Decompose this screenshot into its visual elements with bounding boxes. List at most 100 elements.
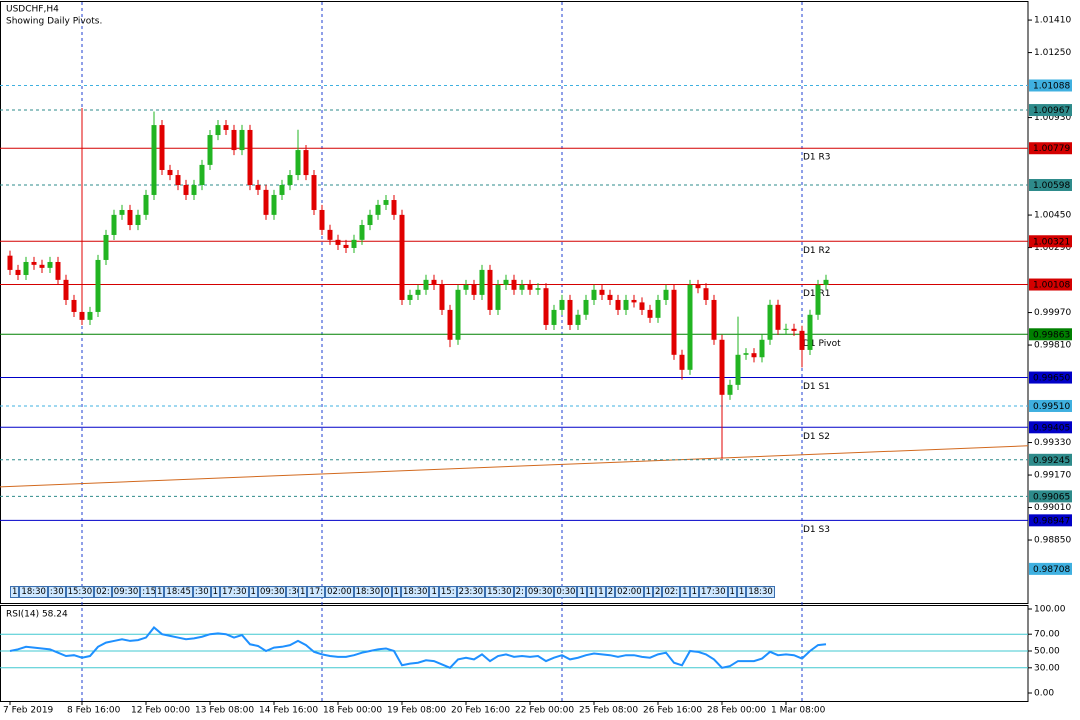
x-tick-label: 25 Feb 08:00 bbox=[579, 706, 638, 716]
candle-body bbox=[791, 328, 797, 331]
candle-body bbox=[63, 279, 69, 300]
event-marker: 15:30 bbox=[65, 586, 95, 598]
candle-body bbox=[703, 288, 709, 300]
level-label: 0.98947 bbox=[1033, 516, 1070, 526]
candle-body bbox=[287, 175, 293, 186]
event-marker: 18:30 bbox=[400, 586, 430, 598]
candle-body bbox=[359, 225, 365, 240]
candle-body bbox=[7, 255, 13, 270]
event-marker: 15:30 bbox=[485, 586, 514, 598]
candle-body bbox=[351, 239, 357, 248]
event-marker: 02:00 bbox=[615, 586, 644, 598]
event-group: 1 18:30:30 15:30 02: 09:30:15 bbox=[10, 586, 158, 598]
event-marker: 17:30 bbox=[220, 586, 249, 598]
level-name: D1 R2 bbox=[803, 246, 831, 256]
rsi-frame bbox=[0, 605, 1029, 702]
event-marker: 1 bbox=[577, 586, 587, 598]
candle-body bbox=[71, 299, 77, 312]
rsi-tick-label: 0.00 bbox=[1034, 689, 1054, 699]
rsi-label: RSI(14) 58.24 bbox=[6, 610, 68, 620]
y-tick-label: 0.99970 bbox=[1034, 308, 1071, 318]
chart-title: USDCHF,H4 bbox=[6, 5, 59, 15]
candle-body bbox=[39, 264, 45, 268]
candle-body bbox=[327, 229, 333, 240]
level-label: 1.00967 bbox=[1033, 106, 1070, 116]
x-tick-label: 8 Feb 16:00 bbox=[67, 706, 121, 716]
level-name: D1 S2 bbox=[803, 432, 830, 442]
candle-body bbox=[631, 299, 637, 303]
candle-body bbox=[223, 125, 229, 130]
event-marker: 18:30 bbox=[19, 586, 48, 598]
candle-body bbox=[759, 339, 765, 358]
candle-body bbox=[783, 328, 789, 330]
event-marker: 17: bbox=[307, 586, 326, 598]
event-marker: 15: bbox=[438, 586, 457, 598]
candle-body bbox=[743, 353, 749, 355]
y-tick-label: 1.00450 bbox=[1034, 211, 1071, 221]
event-marker: 18:30 bbox=[746, 586, 775, 598]
candle-body bbox=[111, 214, 117, 235]
candle-body bbox=[191, 185, 197, 195]
candle-body bbox=[463, 284, 469, 290]
candle-body bbox=[119, 209, 125, 215]
candle-body bbox=[535, 288, 541, 290]
candle-body bbox=[663, 289, 669, 300]
x-tick-label: 19 Feb 08:00 bbox=[387, 706, 446, 716]
candle-body bbox=[199, 164, 205, 186]
candle-body bbox=[719, 339, 725, 395]
candle-body bbox=[519, 284, 525, 290]
event-marker: 1 bbox=[596, 586, 606, 598]
candle-body bbox=[447, 309, 453, 340]
x-tick-label: 14 Feb 16:00 bbox=[259, 706, 318, 716]
level-label-box bbox=[1029, 514, 1072, 527]
level-label: 0.99245 bbox=[1033, 456, 1070, 466]
event-marker: 1 bbox=[586, 586, 597, 598]
event-marker: 09:30 bbox=[257, 586, 287, 598]
candle-body bbox=[623, 299, 629, 310]
candle-body bbox=[271, 194, 277, 215]
candle-body bbox=[567, 299, 573, 325]
level-name: D1 S1 bbox=[803, 382, 830, 392]
candle-body bbox=[143, 194, 149, 215]
candle-body bbox=[751, 353, 757, 358]
candle-body bbox=[543, 288, 549, 325]
event-marker: 1 bbox=[155, 586, 165, 598]
candle-body bbox=[263, 189, 269, 215]
level-label: 0.99065 bbox=[1033, 492, 1070, 502]
candle-body bbox=[319, 209, 325, 230]
candle-body bbox=[431, 279, 437, 285]
level-label: 1.00321 bbox=[1033, 237, 1070, 247]
candle-body bbox=[95, 259, 101, 312]
level-label-box bbox=[1029, 371, 1072, 384]
event-marker: 1 bbox=[298, 586, 308, 598]
candle-body bbox=[671, 289, 677, 355]
event-marker: 0:30 bbox=[554, 586, 578, 598]
candle-body bbox=[239, 129, 245, 151]
candle-body bbox=[79, 311, 85, 320]
level-label-box bbox=[1029, 142, 1072, 155]
y-tick-label: 1.00930 bbox=[1034, 113, 1071, 123]
candle-body bbox=[23, 261, 29, 275]
event-marker: 18:30 bbox=[353, 586, 383, 598]
candle-body bbox=[207, 135, 213, 165]
candle-body bbox=[311, 175, 317, 210]
candle-body bbox=[303, 150, 309, 176]
rsi-tick-label: 50.00 bbox=[1034, 647, 1060, 657]
event-marker: 0 bbox=[382, 586, 392, 598]
candle-body bbox=[599, 289, 605, 295]
candle-body bbox=[823, 279, 829, 285]
candle-body bbox=[255, 185, 261, 190]
event-marker: 18:45 bbox=[164, 586, 193, 598]
level-label: 0.98708 bbox=[1033, 565, 1070, 575]
level-label-box bbox=[1029, 490, 1072, 503]
event-marker: 1 bbox=[391, 586, 401, 598]
event-marker: :30 bbox=[192, 586, 211, 598]
y-tick-label: 0.99010 bbox=[1034, 503, 1071, 513]
price-frame bbox=[0, 1, 1029, 604]
candle-body bbox=[295, 150, 301, 176]
level-name: D1 Pivot bbox=[803, 339, 841, 349]
candle-body bbox=[487, 269, 493, 310]
level-label: 1.01088 bbox=[1033, 81, 1070, 91]
candle-body bbox=[455, 289, 461, 340]
